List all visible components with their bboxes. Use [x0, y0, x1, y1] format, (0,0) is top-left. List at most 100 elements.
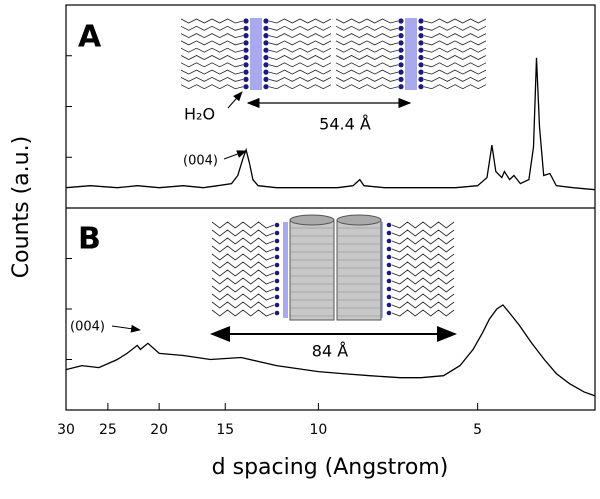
nanotube-cap [289, 214, 335, 226]
chain [391, 301, 455, 309]
chain [335, 62, 399, 68]
headgroup [263, 62, 269, 68]
annotation: H₂O [184, 105, 215, 124]
headgroup [274, 246, 280, 252]
chain [391, 277, 455, 285]
chain [335, 69, 399, 75]
headgroup [274, 310, 280, 316]
chain [211, 301, 275, 309]
headgroup [398, 40, 404, 46]
chain [268, 76, 332, 82]
chain [423, 33, 487, 39]
headgroup [418, 18, 424, 24]
chain [391, 261, 455, 269]
chain [180, 47, 244, 53]
chain [211, 261, 275, 269]
headgroup [243, 76, 249, 82]
data-line [65, 304, 596, 397]
headgroup [274, 262, 280, 268]
chain [391, 245, 455, 253]
headgroup [418, 62, 424, 68]
headgroup [274, 230, 280, 236]
headgroup [386, 286, 392, 292]
arrow [227, 91, 243, 109]
nanotube [336, 219, 382, 321]
headgroup [398, 18, 404, 24]
x-tick-label: 25 [99, 422, 117, 438]
headgroup [398, 47, 404, 53]
annotation: 84 Å [312, 342, 348, 361]
x-tick-label: 10 [309, 422, 327, 438]
headgroup [386, 254, 392, 260]
arrow [111, 324, 141, 333]
chain [335, 18, 399, 24]
headgroup [243, 40, 249, 46]
chain [180, 62, 244, 68]
headgroup [398, 69, 404, 75]
chain [268, 69, 332, 75]
chain [211, 253, 275, 261]
headgroup [243, 25, 249, 31]
chain [335, 55, 399, 60]
headgroup [418, 84, 424, 90]
chain [335, 84, 399, 90]
x-tick-label: 20 [150, 422, 168, 438]
headgroup [263, 18, 269, 24]
annotation: (004) [70, 320, 105, 335]
headgroup [418, 54, 424, 61]
chain [268, 33, 332, 39]
headgroup [243, 18, 249, 24]
headgroup [243, 84, 249, 90]
headgroup [243, 62, 249, 68]
chain [268, 55, 332, 60]
headgroup [263, 69, 269, 75]
chain [423, 40, 487, 46]
water-layer [405, 18, 417, 90]
chain [180, 25, 244, 31]
headgroup [398, 54, 404, 61]
chain [211, 293, 275, 301]
chain [391, 293, 455, 301]
chain [423, 55, 487, 60]
chain [211, 269, 275, 277]
chain [423, 47, 487, 53]
data-line [65, 57, 596, 191]
headgroup [274, 294, 280, 300]
headgroup [243, 54, 249, 61]
annotation: 54.4 Å [319, 115, 371, 134]
headgroup [386, 246, 392, 252]
headgroup [263, 84, 269, 90]
chain [423, 18, 487, 24]
chain [268, 47, 332, 53]
headgroup [263, 54, 269, 61]
chain [211, 309, 275, 317]
headgroup [263, 40, 269, 46]
headgroup [386, 294, 392, 300]
headgroup [263, 25, 269, 31]
chain [180, 33, 244, 39]
nanotube [289, 219, 335, 321]
headgroup [274, 238, 280, 244]
headgroup [398, 76, 404, 82]
headgroup [243, 33, 249, 39]
chain [268, 25, 332, 31]
headgroup [386, 302, 392, 308]
headgroup [263, 33, 269, 39]
chain [211, 221, 275, 229]
chain [391, 221, 455, 229]
y-axis-label: Counts (a.u.) [9, 136, 34, 278]
headgroup [418, 40, 424, 46]
headgroup [418, 76, 424, 82]
chain [391, 253, 455, 261]
chain [180, 55, 244, 60]
headgroup [274, 286, 280, 292]
headgroup [398, 25, 404, 31]
chain [268, 62, 332, 68]
headgroup [418, 69, 424, 75]
x-tick-label: 15 [216, 422, 234, 438]
headgroup [243, 47, 249, 53]
chain [423, 69, 487, 75]
chain [268, 40, 332, 46]
headgroup [386, 262, 392, 268]
